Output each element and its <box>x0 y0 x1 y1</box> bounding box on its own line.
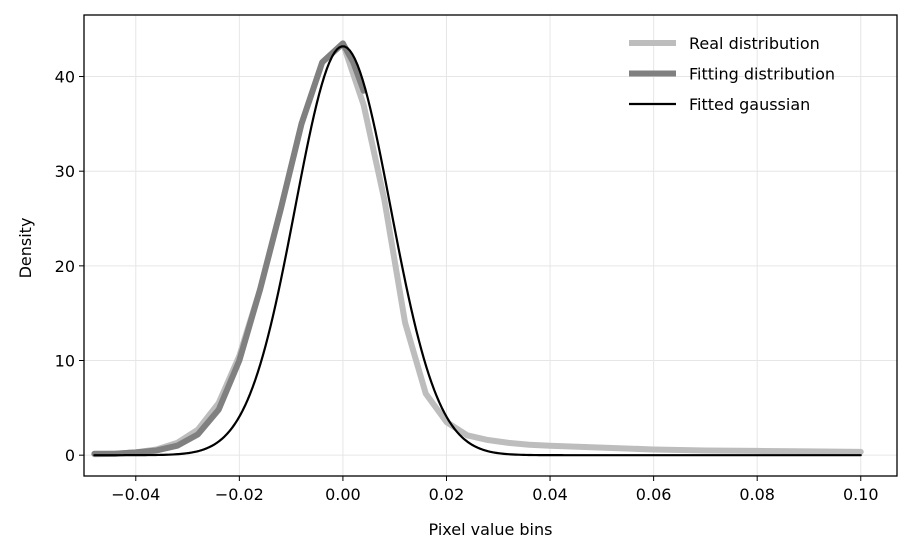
x-ticks: −0.04 −0.02 0.00 0.02 0.04 0.06 0.08 0.10 <box>111 476 879 504</box>
x-axis-title: Pixel value bins <box>429 520 553 539</box>
y-tick-label: 40 <box>55 68 75 87</box>
x-tick-label: 0.02 <box>429 485 465 504</box>
fitting-distribution-line <box>91 40 367 457</box>
x-tick-label: −0.02 <box>215 485 264 504</box>
x-tick-label: 0.10 <box>843 485 879 504</box>
series-layer <box>91 40 864 458</box>
y-tick-label: 10 <box>55 352 75 371</box>
y-ticks: 0 10 20 30 40 <box>55 68 84 465</box>
y-axis-title: Density <box>16 218 35 279</box>
y-tick-label: 30 <box>55 162 75 181</box>
grid <box>84 15 897 476</box>
legend-label: Fitted gaussian <box>689 95 810 114</box>
x-tick-label: 0.06 <box>636 485 672 504</box>
x-tick-label: 0.08 <box>739 485 775 504</box>
legend-label: Real distribution <box>689 34 820 53</box>
y-tick-label: 20 <box>55 257 75 276</box>
legend: Real distribution Fitting distribution Fit… <box>629 34 835 114</box>
x-tick-label: 0.00 <box>325 485 361 504</box>
fitted-gaussian-line <box>93 45 862 457</box>
y-tick-label: 0 <box>65 446 75 465</box>
x-tick-label: −0.04 <box>111 485 160 504</box>
real-distribution-line <box>91 40 864 458</box>
x-tick-label: 0.04 <box>532 485 568 504</box>
legend-label: Fitting distribution <box>689 65 835 84</box>
plot-frame <box>83 14 898 477</box>
